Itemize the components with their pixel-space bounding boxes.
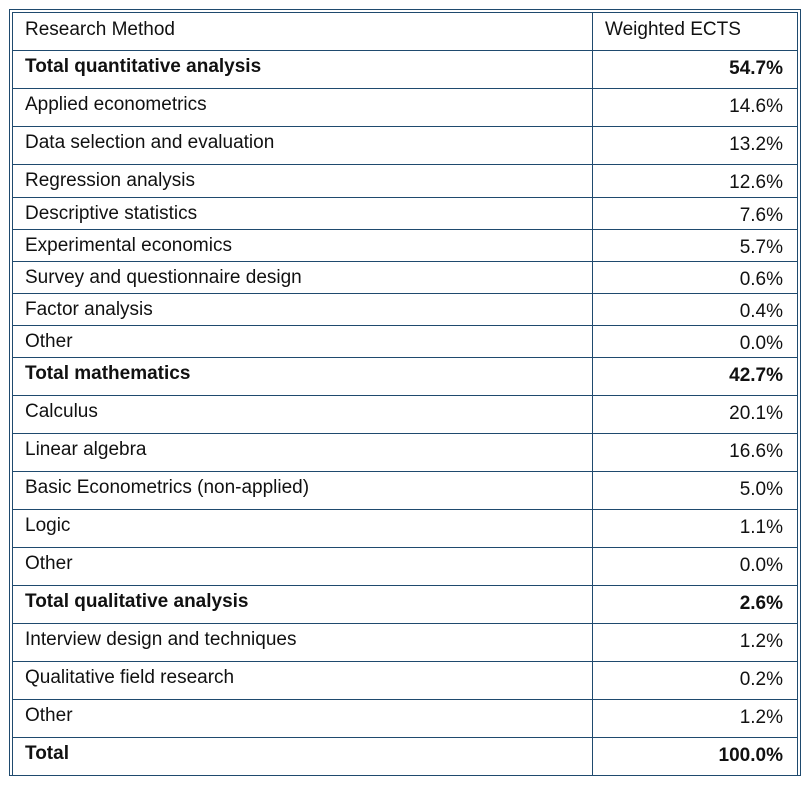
row-value: 2.6% — [592, 585, 798, 624]
row-label: Total qualitative analysis — [12, 585, 593, 624]
table-row: Regression analysis 12.6% — [12, 164, 798, 198]
row-value: 1.2% — [592, 623, 798, 662]
table-row: Qualitative field research 0.2% — [12, 661, 798, 700]
table-row: Calculus 20.1% — [12, 395, 798, 434]
row-value: 5.7% — [592, 229, 798, 262]
row-value: 13.2% — [592, 126, 798, 165]
row-label: Descriptive statistics — [12, 197, 593, 230]
row-label: Factor analysis — [12, 293, 593, 326]
row-label: Total mathematics — [12, 357, 593, 396]
row-label: Calculus — [12, 395, 593, 434]
row-label: Other — [12, 699, 593, 738]
row-value: 12.6% — [592, 164, 798, 198]
row-value: 1.2% — [592, 699, 798, 738]
row-value: 42.7% — [592, 357, 798, 396]
table-row: Other 1.2% — [12, 699, 798, 738]
row-value: 0.0% — [592, 547, 798, 586]
row-label: Other — [12, 547, 593, 586]
row-value: 20.1% — [592, 395, 798, 434]
table-row: Experimental economics 5.7% — [12, 229, 798, 262]
table-row: Total mathematics 42.7% — [12, 357, 798, 396]
row-label: Survey and questionnaire design — [12, 261, 593, 294]
row-value: 14.6% — [592, 88, 798, 127]
table-row: Other 0.0% — [12, 547, 798, 586]
table-header-row: Research Method Weighted ECTS — [12, 12, 798, 51]
row-value: 7.6% — [592, 197, 798, 230]
table-row: Linear algebra 16.6% — [12, 433, 798, 472]
row-label: Total quantitative analysis — [12, 50, 593, 89]
row-label: Regression analysis — [12, 164, 593, 198]
table-row: Survey and questionnaire design 0.6% — [12, 261, 798, 294]
table-row: Total qualitative analysis 2.6% — [12, 585, 798, 624]
table-row: Basic Econometrics (non-applied) 5.0% — [12, 471, 798, 510]
row-label: Linear algebra — [12, 433, 593, 472]
row-label: Experimental economics — [12, 229, 593, 262]
row-label: Total — [12, 737, 593, 776]
row-value: 54.7% — [592, 50, 798, 89]
row-label: Logic — [12, 509, 593, 548]
row-value: 1.1% — [592, 509, 798, 548]
table-row: Interview design and techniques 1.2% — [12, 623, 798, 662]
table-row: Descriptive statistics 7.6% — [12, 197, 798, 230]
row-label: Data selection and evaluation — [12, 126, 593, 165]
row-value: 5.0% — [592, 471, 798, 510]
row-value: 0.6% — [592, 261, 798, 294]
table-row: Logic 1.1% — [12, 509, 798, 548]
row-value: 16.6% — [592, 433, 798, 472]
row-value: 0.2% — [592, 661, 798, 700]
row-value: 0.0% — [592, 325, 798, 358]
table-row: Total 100.0% — [12, 737, 798, 776]
research-methods-table: Research Method Weighted ECTS Total quan… — [9, 9, 801, 776]
row-label: Applied econometrics — [12, 88, 593, 127]
row-label: Interview design and techniques — [12, 623, 593, 662]
ects-table: Research Method Weighted ECTS Total quan… — [12, 12, 798, 776]
row-label: Qualitative field research — [12, 661, 593, 700]
table-row: Factor analysis 0.4% — [12, 293, 798, 326]
row-value: 100.0% — [592, 737, 798, 776]
table-row: Data selection and evaluation 13.2% — [12, 126, 798, 165]
table-row: Applied econometrics 14.6% — [12, 88, 798, 127]
header-value: Weighted ECTS — [592, 12, 798, 51]
row-label: Other — [12, 325, 593, 358]
row-label: Basic Econometrics (non-applied) — [12, 471, 593, 510]
header-method: Research Method — [12, 12, 593, 51]
row-value: 0.4% — [592, 293, 798, 326]
table-row: Other 0.0% — [12, 325, 798, 358]
table-row: Total quantitative analysis 54.7% — [12, 50, 798, 89]
